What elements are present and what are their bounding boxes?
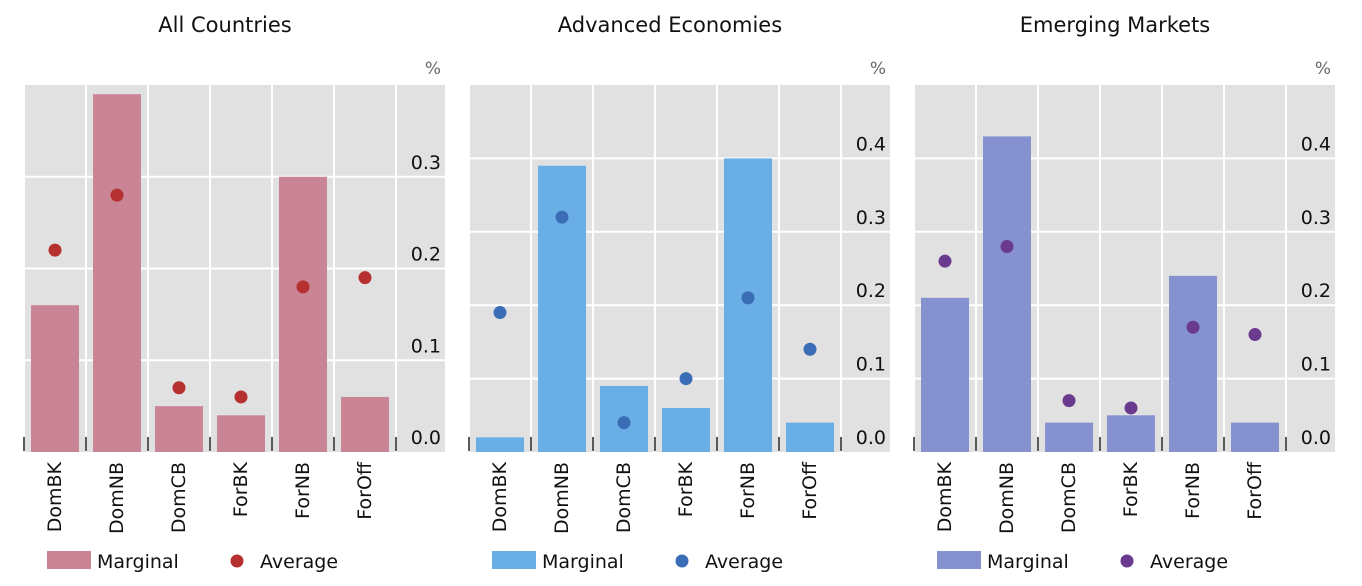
- dot-average-ForOff: [803, 342, 817, 356]
- x-tick-label: DomBK: [44, 461, 66, 532]
- y-tick-label: 0.1: [411, 335, 441, 357]
- y-tick-label: 0.3: [856, 207, 886, 229]
- dot-average-ForOff: [358, 271, 372, 285]
- y-tick-label: 0.1: [1301, 354, 1331, 376]
- dot-average-DomCB: [617, 416, 631, 430]
- bar-marginal-DomCB: [1045, 422, 1093, 452]
- x-tick-label: DomCB: [168, 462, 190, 533]
- chart-panel-2: Emerging Markets% 0.0 0.1 0.2 0.3 0.4 DomBK Dom…: [913, 13, 1335, 573]
- chart-title: All Countries: [158, 13, 291, 37]
- x-tick-label: ForOff: [799, 461, 821, 520]
- dot-average-ForNB: [1186, 320, 1200, 334]
- legend-label-average: Average: [1150, 551, 1228, 573]
- dot-average-ForNB: [741, 291, 755, 305]
- x-tick-label: ForNB: [292, 462, 314, 519]
- x-tick-label: DomNB: [551, 462, 573, 534]
- legend-swatch-marginal: [937, 551, 981, 569]
- y-tick-label: 0.2: [856, 280, 886, 302]
- dot-average-DomNB: [1000, 239, 1014, 253]
- y-tick-label: 0.0: [856, 427, 886, 449]
- bar-marginal-ForBK: [1107, 415, 1155, 452]
- y-tick-label: 0.3: [411, 152, 441, 174]
- bar-marginal-ForBK: [662, 407, 710, 452]
- dot-average-ForBK: [234, 390, 248, 404]
- y-unit-label: %: [870, 59, 886, 79]
- bar-marginal-DomBK: [921, 297, 969, 452]
- x-tick-label: ForOff: [1244, 461, 1266, 520]
- x-tick-label: DomNB: [996, 462, 1018, 534]
- legend-label-average: Average: [705, 551, 783, 573]
- chart-panel-0: All Countries% 0.0 0.1 0.2 0.3 DomBK DomNB DomC…: [23, 13, 445, 573]
- x-tick-label: ForBK: [230, 461, 252, 517]
- y-tick-label: 0.2: [411, 244, 441, 266]
- y-tick-label: 0.4: [1301, 133, 1331, 155]
- legend-label-average: Average: [260, 551, 338, 573]
- y-tick-label: 0.0: [1301, 427, 1331, 449]
- plot-background: [470, 85, 890, 452]
- dot-average-DomBK: [493, 306, 507, 320]
- bar-marginal-DomBK: [476, 437, 524, 452]
- bar-marginal-DomNB: [93, 94, 141, 453]
- bar-marginal-ForOff: [1231, 422, 1279, 452]
- x-tick-label: DomCB: [1058, 462, 1080, 533]
- plot-background: [915, 85, 1335, 452]
- dot-average-DomNB: [555, 210, 569, 224]
- legend-swatch-marginal: [492, 551, 536, 569]
- legend-swatch-marginal: [47, 551, 91, 569]
- bar-marginal-DomCB: [155, 406, 203, 452]
- x-tick-label: DomBK: [489, 461, 511, 532]
- y-tick-label: 0.0: [411, 427, 441, 449]
- y-tick-label: 0.2: [1301, 280, 1331, 302]
- chart-title: Advanced Economies: [558, 13, 782, 37]
- y-tick-label: 0.4: [856, 133, 886, 155]
- dot-average-DomBK: [938, 254, 952, 268]
- y-tick-label: 0.3: [1301, 207, 1331, 229]
- bar-marginal-ForNB: [1169, 275, 1217, 452]
- bar-marginal-ForNB: [279, 176, 327, 452]
- legend-label-marginal: Marginal: [97, 551, 179, 573]
- x-tick-label: DomBK: [934, 461, 956, 532]
- legend-label-marginal: Marginal: [987, 551, 1069, 573]
- x-tick-label: DomNB: [106, 462, 128, 534]
- legend-marker-average: [230, 554, 244, 568]
- dot-average-DomBK: [48, 243, 62, 257]
- x-tick-label: ForNB: [737, 462, 759, 519]
- legend-marker-average: [1120, 554, 1134, 568]
- dot-average-DomNB: [110, 188, 124, 202]
- x-tick-label: ForBK: [675, 461, 697, 517]
- dot-average-ForNB: [296, 280, 310, 294]
- bar-marginal-ForOff: [786, 422, 834, 452]
- dot-average-ForBK: [679, 372, 693, 386]
- legend-marker-average: [675, 554, 689, 568]
- bar-marginal-DomBK: [31, 305, 79, 452]
- bar-marginal-DomNB: [983, 136, 1031, 452]
- x-tick-label: ForOff: [354, 461, 376, 520]
- bar-marginal-ForBK: [217, 415, 265, 452]
- chart-title: Emerging Markets: [1020, 13, 1211, 37]
- x-tick-label: ForNB: [1182, 462, 1204, 519]
- dot-average-DomCB: [1062, 394, 1076, 408]
- x-tick-label: DomCB: [613, 462, 635, 533]
- y-unit-label: %: [425, 59, 441, 79]
- x-tick-label: ForBK: [1120, 461, 1142, 517]
- bar-marginal-ForNB: [724, 158, 772, 452]
- y-unit-label: %: [1315, 59, 1331, 79]
- dot-average-DomCB: [172, 381, 186, 395]
- chart-panel-1: Advanced Economies% 0.0 0.1 0.2 0.3 0.4 DomBK D…: [468, 13, 890, 573]
- bar-marginal-DomNB: [538, 165, 586, 453]
- bar-marginal-ForOff: [341, 396, 389, 452]
- dot-average-ForOff: [1248, 328, 1262, 342]
- dot-average-ForBK: [1124, 401, 1138, 415]
- legend-label-marginal: Marginal: [542, 551, 624, 573]
- y-tick-label: 0.1: [856, 354, 886, 376]
